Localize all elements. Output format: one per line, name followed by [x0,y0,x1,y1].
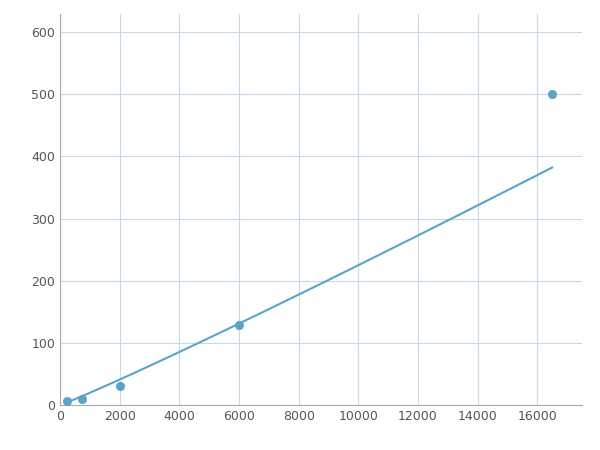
Point [234,322,244,329]
Point [77,395,87,402]
Point [62,397,72,404]
Point [115,383,124,390]
Point [547,91,557,98]
